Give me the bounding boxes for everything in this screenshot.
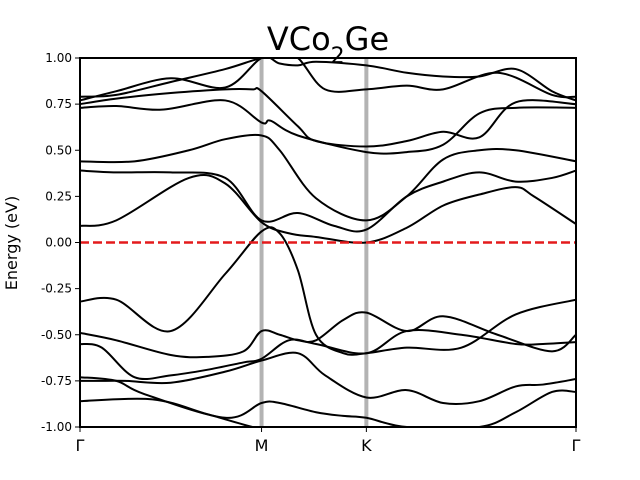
band-line-3 [80, 351, 576, 405]
y-axis-label: Energy (eV) [2, 196, 21, 290]
band-line-10 [80, 99, 576, 155]
y-tick-label: 0.00 [45, 236, 72, 250]
x-tick-label-3: Γ [572, 436, 581, 455]
y-tick-label: -1.00 [41, 420, 72, 434]
chart-title-subscript: 2 [331, 44, 345, 69]
y-tick-label: -0.50 [41, 328, 72, 342]
y-tick-label: -0.25 [41, 282, 72, 296]
band-line-7 [80, 174, 576, 244]
x-tick-label-2: K [361, 436, 372, 455]
y-tick-label: 0.50 [45, 143, 72, 157]
chart-title-tail: Ge [345, 20, 389, 58]
x-tick-label-0: Γ [76, 436, 85, 455]
y-tick-label: 0.25 [45, 189, 72, 203]
band-line-5 [80, 311, 576, 359]
y-tick-label: 0.75 [45, 97, 72, 111]
plot-area: -1.00 -0.75 -0.50 -0.25 0.00 0.25 0.50 0.75 1.00… [41, 51, 581, 455]
y-tick-label: 1.00 [45, 51, 72, 65]
band-line-13 [80, 58, 576, 102]
band-line-9 [80, 133, 576, 222]
chart-title-main: VCo [267, 20, 331, 58]
band-line-6 [80, 226, 576, 356]
x-tick-label-1: M [255, 436, 269, 455]
bands-group [80, 58, 576, 427]
band-line-11 [80, 87, 576, 148]
band-line-4 [80, 329, 576, 381]
y-tick-label: -0.75 [41, 374, 72, 388]
band-line-2 [80, 376, 576, 427]
band-line-8 [80, 169, 576, 233]
